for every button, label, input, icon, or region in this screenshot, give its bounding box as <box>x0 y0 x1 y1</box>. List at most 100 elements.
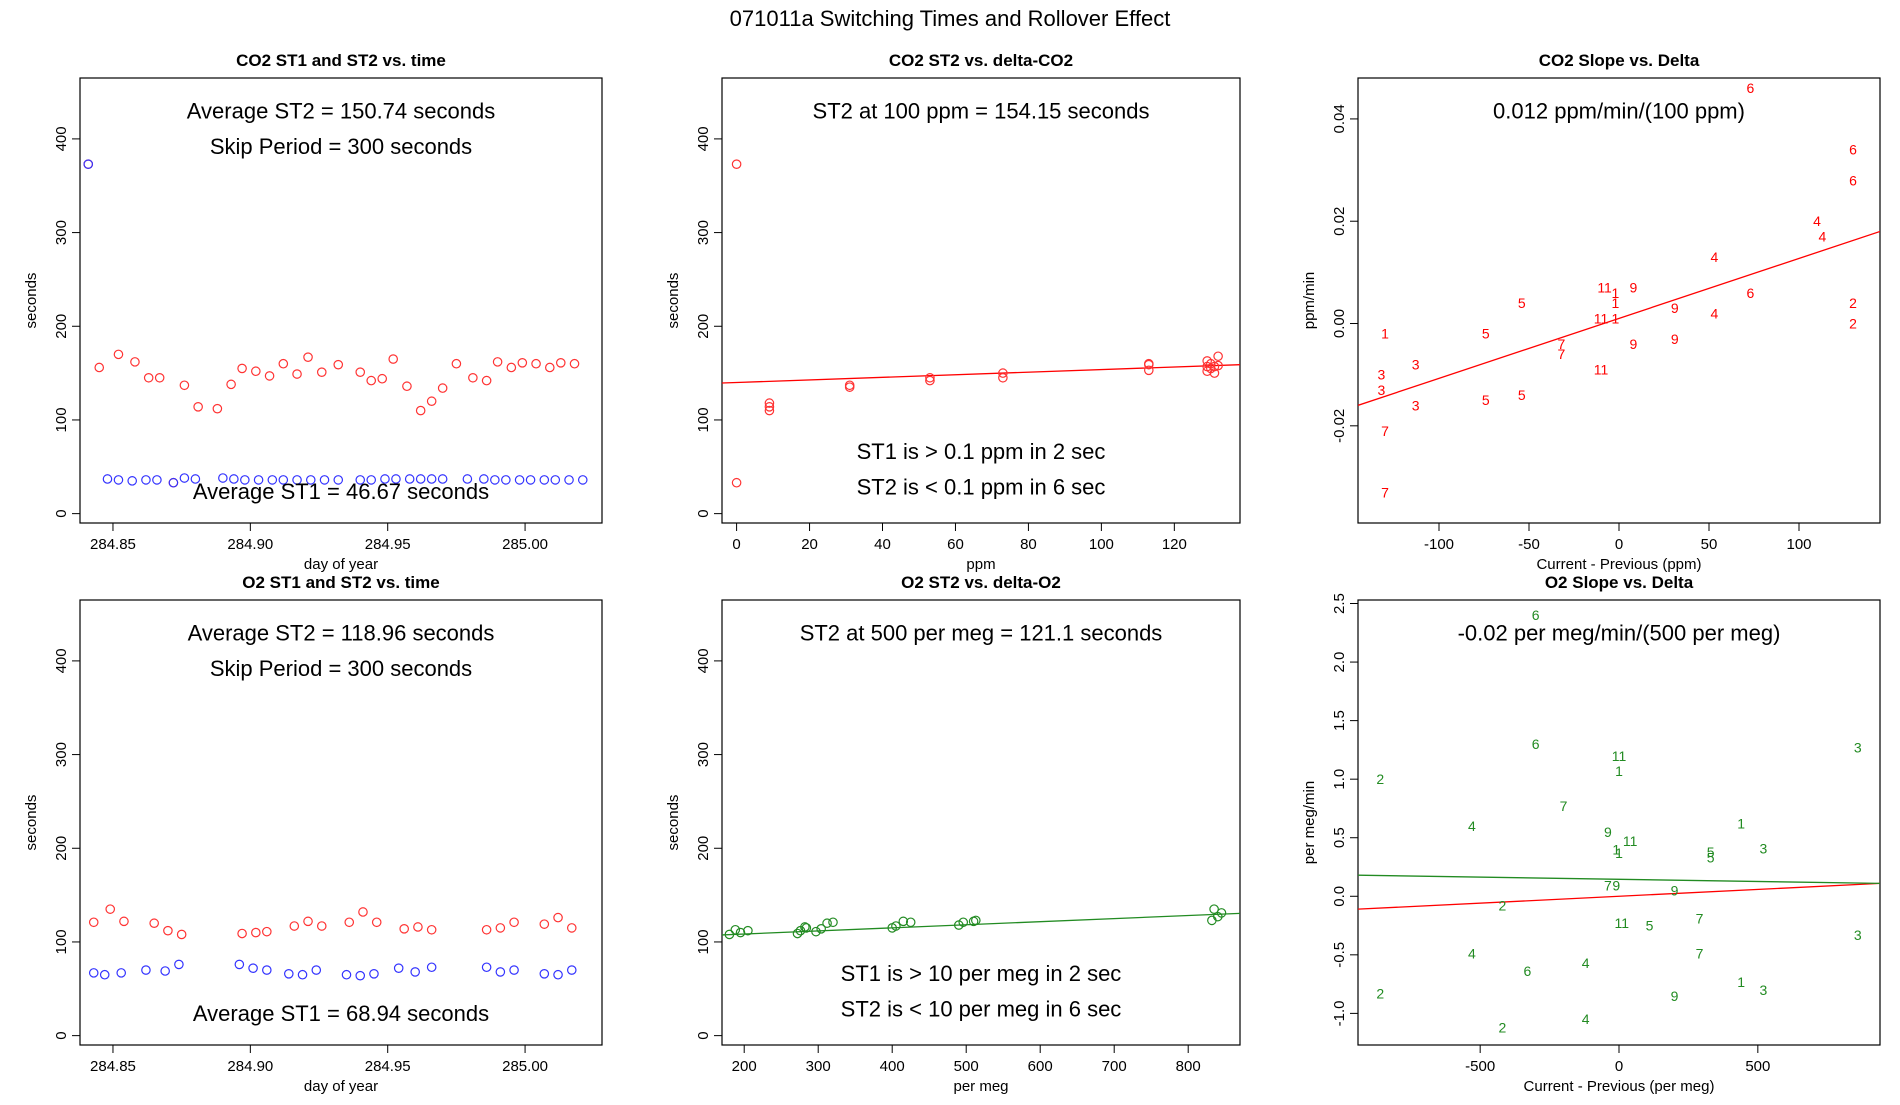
y-tick-label: -0.02 <box>1331 409 1348 443</box>
y-tick-label: 400 <box>53 126 70 151</box>
point-label: 9 <box>1671 331 1679 347</box>
y-axis-label: seconds <box>665 795 682 851</box>
data-point-st2 <box>891 921 901 931</box>
point-label: 4 <box>1468 818 1476 834</box>
y-tick-label: 2.0 <box>1331 652 1348 673</box>
y-tick-label: 0.02 <box>1331 207 1348 236</box>
point-label: 11 <box>1594 310 1609 326</box>
y-tick-label: 0.5 <box>1331 827 1348 848</box>
x-tick-label: 0 <box>1615 536 1623 553</box>
point-label: 9 <box>1604 824 1612 840</box>
point-label: 3 <box>1412 397 1420 413</box>
y-axis-label: seconds <box>23 273 40 329</box>
data-point-st2 <box>743 925 753 936</box>
data-point-st2 <box>481 924 492 935</box>
annotation: ST2 at 500 per meg = 121.1 seconds <box>800 620 1163 645</box>
data-point-st2 <box>517 357 528 368</box>
data-point-st2 <box>735 927 746 938</box>
x-tick-label: 284.90 <box>227 536 273 553</box>
point-label: 9 <box>1612 878 1620 894</box>
point-label: 4 <box>1819 229 1827 245</box>
data-point-st2 <box>154 372 165 383</box>
fit-line-secondary <box>1358 882 1880 910</box>
point-label: 5 <box>1482 326 1490 342</box>
data-point-st1 <box>248 963 258 973</box>
data-point-st2 <box>531 358 541 369</box>
plot-area <box>88 904 577 981</box>
x-tick-label: 285.00 <box>502 536 548 553</box>
point-label: 11 <box>1597 280 1612 296</box>
data-point-st2 <box>1216 908 1227 918</box>
data-point-st1 <box>415 474 426 484</box>
point-label: 4 <box>1813 213 1821 229</box>
data-point-st2 <box>303 916 313 927</box>
chart-title: O2 ST2 vs. delta-O2 <box>901 573 1061 592</box>
data-point-st1 <box>113 475 124 485</box>
data-point-st2 <box>553 912 563 923</box>
data-point-st1 <box>179 473 190 483</box>
y-tick-label: 1.0 <box>1331 769 1348 790</box>
data-point-st1 <box>267 475 278 485</box>
data-point-st2 <box>113 349 124 360</box>
point-label: 7 <box>1381 423 1389 439</box>
data-point-st1 <box>127 476 137 486</box>
data-point-st2 <box>130 357 140 367</box>
data-point-st2 <box>539 919 550 929</box>
data-point-st1 <box>525 475 536 485</box>
data-point-st2 <box>1209 904 1219 914</box>
point-label: 1 <box>1612 295 1620 311</box>
data-point-st2 <box>998 372 1008 383</box>
data-point-st1 <box>297 969 308 980</box>
fit-line <box>722 912 1240 936</box>
x-tick-label: 0 <box>732 536 740 553</box>
data-point-st2 <box>402 381 412 392</box>
point-label: 3 <box>1854 740 1862 756</box>
chart-panel-1: CO2 ST1 and ST2 vs. time 284.85 284.90 284.… <box>23 51 603 573</box>
data-point-st2 <box>149 918 159 929</box>
data-point-st1 <box>426 474 437 484</box>
data-point-st2 <box>237 928 247 939</box>
x-tick-label: 120 <box>1162 536 1187 553</box>
data-point-st1 <box>366 475 377 485</box>
data-point-st1 <box>391 474 401 484</box>
point-label: 4 <box>1582 1011 1590 1027</box>
data-point-st1 <box>283 968 294 979</box>
data-point-st2 <box>94 362 105 373</box>
data-point-st1 <box>404 474 415 484</box>
y-tick-label: -1.0 <box>1331 1000 1348 1026</box>
plot-area <box>722 904 1240 940</box>
data-point-st1 <box>190 474 201 484</box>
data-point-st2 <box>569 358 580 369</box>
plot-frame <box>79 77 603 524</box>
data-point-st2 <box>426 396 437 407</box>
x-axis-label: Current - Previous (per meg) <box>1524 1078 1715 1095</box>
data-point-st2 <box>193 402 203 412</box>
y-tick-label: 200 <box>695 314 712 339</box>
annotation: Skip Period = 300 seconds <box>210 656 472 681</box>
y-tick-label: 300 <box>695 220 712 245</box>
y-tick-label: 200 <box>53 314 70 339</box>
point-label: 3 <box>1412 356 1420 372</box>
x-tick-label: 60 <box>947 536 964 553</box>
data-point-st2 <box>292 369 302 379</box>
y-tick-label: 300 <box>53 742 70 767</box>
data-point-st1 <box>333 475 344 485</box>
point-label: 3 <box>1378 367 1386 383</box>
chart-title: CO2 ST1 and ST2 vs. time <box>236 51 446 70</box>
y-tick-label: 1.5 <box>1331 710 1348 731</box>
y-tick-label: 0 <box>695 509 712 517</box>
x-tick-label: 200 <box>732 1058 757 1075</box>
data-point-st2 <box>251 927 261 938</box>
y-tick-label: 0.04 <box>1331 104 1348 133</box>
x-tick-label: 600 <box>1028 1058 1053 1075</box>
point-label: 1 <box>1615 845 1623 861</box>
plot-frame <box>1357 599 1881 1046</box>
data-point-st1 <box>514 475 525 485</box>
data-point-st2 <box>764 405 775 416</box>
data-point-st2 <box>1213 360 1223 371</box>
data-point-st2 <box>316 921 327 931</box>
y-tick-label: 400 <box>53 648 70 673</box>
